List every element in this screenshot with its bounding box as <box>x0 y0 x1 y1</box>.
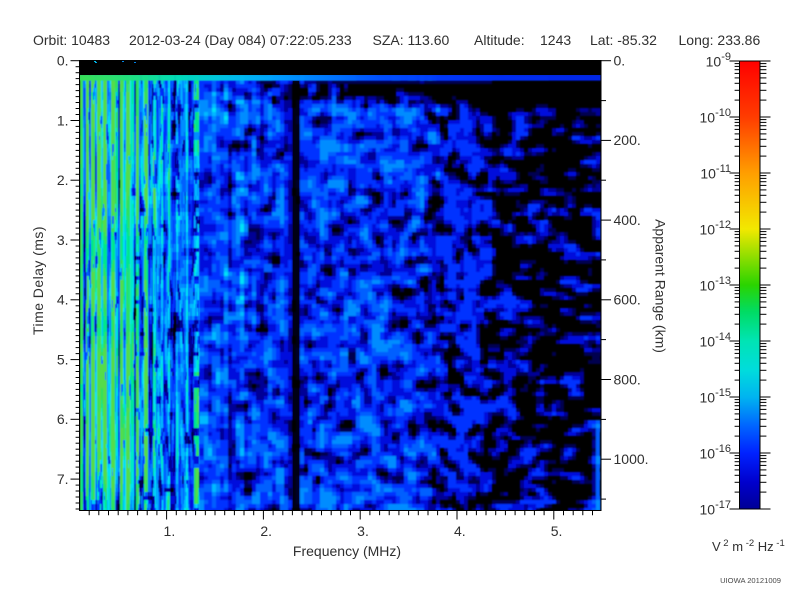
svg-text:2.: 2. <box>260 523 272 539</box>
svg-text:4.: 4. <box>454 523 466 539</box>
svg-text:Lat: -85.32: Lat: -85.32 <box>590 32 657 48</box>
svg-text:600.: 600. <box>614 292 641 308</box>
svg-text:2012-03-24 (Day 084) 07:22:05.: 2012-03-24 (Day 084) 07:22:05.233 <box>129 32 352 48</box>
svg-text:0.: 0. <box>614 53 626 69</box>
svg-text:10-13: 10-13 <box>700 275 731 294</box>
svg-text:4.: 4. <box>57 292 69 308</box>
svg-text:1.: 1. <box>57 112 69 128</box>
svg-text:Apparent Range (km): Apparent Range (km) <box>653 219 669 353</box>
svg-text:7.: 7. <box>57 471 69 487</box>
svg-text:800.: 800. <box>614 371 641 387</box>
svg-text:Time Delay (ms): Time Delay (ms) <box>30 226 46 335</box>
svg-text:3.: 3. <box>57 232 69 248</box>
svg-text:Long: 233.86: Long: 233.86 <box>679 32 761 48</box>
svg-text:5.: 5. <box>551 523 563 539</box>
svg-text:1000.: 1000. <box>614 451 649 467</box>
svg-text:3.: 3. <box>357 523 369 539</box>
svg-text:1243: 1243 <box>540 32 571 48</box>
svg-text:Orbit: 10483: Orbit: 10483 <box>33 32 110 48</box>
svg-text:6.: 6. <box>57 411 69 427</box>
svg-text:SZA: 113.60: SZA: 113.60 <box>373 32 450 48</box>
svg-text:0.: 0. <box>57 53 69 69</box>
svg-text:Frequency (MHz): Frequency (MHz) <box>293 543 401 559</box>
svg-text:200.: 200. <box>614 132 641 148</box>
svg-text:V 2 m -2 Hz -1: V 2 m -2 Hz -1 <box>712 538 785 554</box>
svg-text:2.: 2. <box>57 172 69 188</box>
svg-text:1.: 1. <box>164 523 176 539</box>
svg-text:400.: 400. <box>614 212 641 228</box>
svg-text:UIOWA 20121009: UIOWA 20121009 <box>720 576 781 585</box>
svg-text:Altitude:: Altitude: <box>474 32 525 48</box>
svg-text:5.: 5. <box>57 351 69 367</box>
